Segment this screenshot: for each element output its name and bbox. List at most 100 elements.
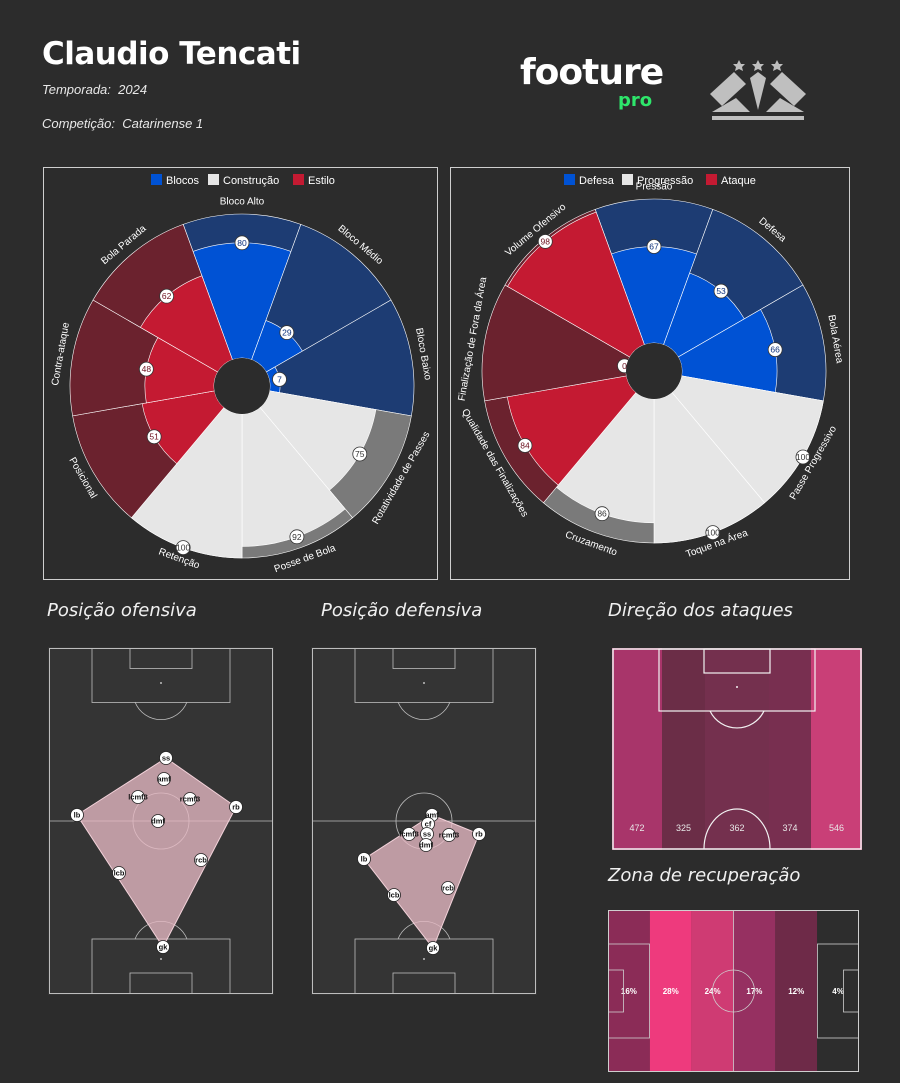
attack-lane [811,648,862,850]
brand-logo-sub: pro [618,90,653,111]
radar-category-label: Pressão [636,182,673,193]
radar-value-label: 7 [277,374,282,384]
radar-center-hole [214,358,270,414]
goal-box-right [843,969,859,1013]
radar-value-badge [272,371,287,387]
radar-value-label: 48 [142,364,152,374]
player-marker-label: amf [425,811,439,820]
legend-swatch [622,174,633,185]
radar-value-label: 100 [176,543,190,553]
radar-value-badge [646,239,662,254]
radar-value-label: 0 [622,361,627,371]
radar-value-badge [159,288,175,304]
player-marker-label: lb [74,811,81,820]
player-marker [402,827,416,841]
defensive-title: Posição defensiva [321,600,483,621]
radar-value-badge [352,446,368,462]
player-marker-label: gk [429,944,439,953]
attack-lane [705,648,769,850]
legend-swatch [208,174,219,185]
player-marker-label: dmf [419,841,433,850]
brand-logo: footure [520,52,664,93]
radar-value-label: 80 [237,238,247,248]
radar-value-label: 98 [541,236,551,246]
player-marker [151,814,165,828]
penalty-arc-top [134,701,188,721]
recovery-zone [649,910,692,1072]
radar-value-label: 100 [706,528,720,538]
legend-label: Progressão [637,175,693,187]
goal-box-bottom [392,972,456,994]
radar-value-label: 84 [520,440,530,450]
legend-label: Ataque [721,175,756,187]
recovery-zone [775,910,818,1072]
player-marker-label: lcb [389,891,400,900]
player-marker [156,940,170,954]
player-marker-label: cf [425,820,432,829]
penalty-spot-bottom [423,958,425,960]
player-marker [159,751,173,765]
competition-value: Catarinense 1 [122,116,204,131]
attack-lane [612,648,662,850]
legend-swatch [293,174,304,185]
attack-lane-value: 472 [629,823,644,833]
player-marker-label: lcmf3 [128,793,148,802]
player-marker-label: lb [361,855,368,864]
player-marker [387,888,401,902]
player-marker [472,827,486,841]
radar-value-label: 100 [796,452,810,462]
player-marker-label: gk [159,943,169,952]
season-label: Temporada: [42,82,111,97]
recovery-zone-value: 16% [621,987,637,996]
player-marker [157,772,171,786]
radar-value-label: 66 [770,345,780,355]
radar-value-badge [279,325,295,340]
goal-box [703,648,771,674]
player-marker [183,792,197,806]
legend-label: Estilo [308,175,335,187]
attack-lane-value: 374 [782,823,797,833]
player-marker-label: rcmf3 [439,831,459,840]
radar-value-label: 62 [162,291,172,301]
player-marker [442,828,456,842]
radar-chart-2: Defesa Progressão Ataque67Pressão53Defesa6… [455,174,845,560]
player-marker [194,853,208,867]
radar-value-label: 67 [649,242,659,252]
player-marker-label: lcb [114,869,125,878]
player-marker [131,790,145,804]
recovery-zone-value: 12% [788,987,804,996]
penalty-arc-top [397,701,451,721]
player-marker [357,852,371,866]
goal-box-top [392,648,456,669]
radar-panel-team: Blocos Construção Estilo 80 Bloco Alto 29 Bloc… [43,167,438,580]
legend-label: Blocos [166,175,200,187]
radar-value-badge [795,449,811,465]
player-marker-label: rcb [442,884,454,893]
radar-value-badge [289,529,305,545]
legend-swatch [151,174,162,185]
radar-value-label: 53 [716,286,726,296]
penalty-arc [709,710,765,729]
club-crest-icon [710,60,806,120]
radar-value-badge [146,429,162,445]
radar-value-badge [594,506,610,522]
player-marker [112,866,126,880]
radar-value-label: 92 [292,532,302,542]
player-marker-label: dmf [151,817,165,826]
radar-value-label: 75 [355,449,365,459]
radar-category-label: Bola Aérea [825,314,844,365]
radar-value-badge [517,438,533,453]
radar-category-label: Contra-ataque [50,321,72,386]
player-marker-label: ss [423,830,431,839]
offensive-title: Posição ofensiva [47,600,197,621]
recovery-title: Zona de recuperação [608,865,801,886]
legend-label: Defesa [579,175,615,187]
player-marker [419,838,433,852]
radar-center-hole [626,343,682,399]
center-circle-half [703,808,771,850]
player-marker-label: rb [475,830,483,839]
competition-label: Competição: [42,116,115,131]
player-marker-label: rcb [195,856,207,865]
attack-lane [662,648,705,850]
